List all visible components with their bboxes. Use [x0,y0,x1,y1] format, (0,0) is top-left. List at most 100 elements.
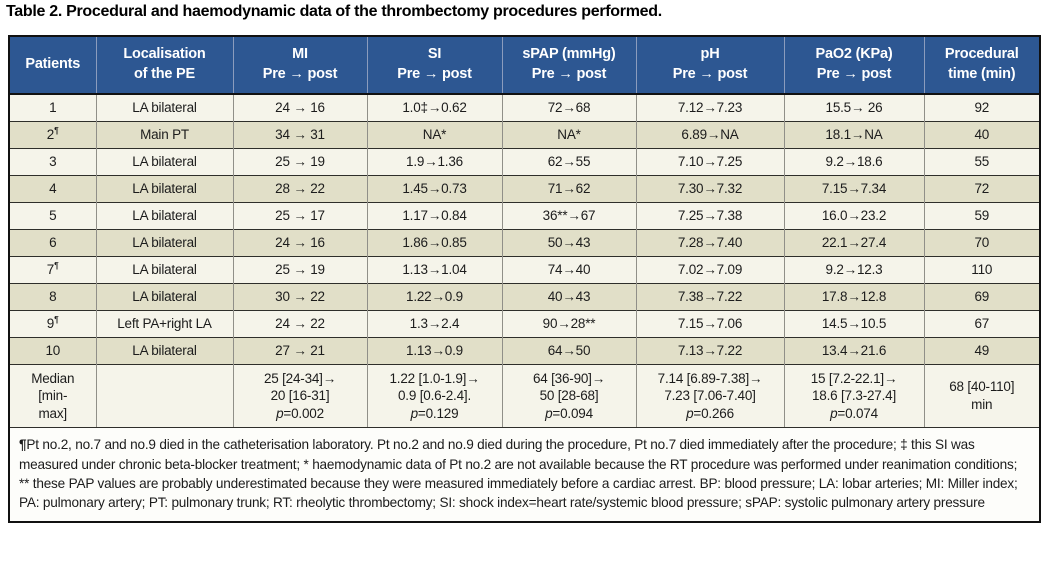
cell-time: 70 [924,228,1039,256]
table-row: 2¶ Main PT 34 → 31 NA* NA* 6.89→NA 18.1→… [10,120,1039,148]
table-row: 3 LA bilateral 25 → 19 1.9→1.36 62→55 7.… [10,147,1039,175]
cell-time: 40 [924,120,1039,148]
cell-si: 1.22→0.9 [367,282,503,310]
cell-si: 1.45→0.73 [367,174,503,202]
table-row: 8 LA bilateral 30 → 22 1.22→0.9 40→43 7.… [10,282,1039,310]
cell-mi: 25 → 17 [233,201,368,229]
patient-footnote-mark: ¶ [54,125,59,136]
cell-pao2: 15.5→ 26 [784,94,925,121]
cell-mi: 25 → 19 [233,255,368,283]
cell-ph: 7.15→7.06 [636,309,785,337]
cell-median-pao2: 15 [7.2-22.1]→ 18.6 [7.3-27.4] p=0.074 [784,363,925,428]
col-header-pao2: PaO2 (KPa) Pre → post [784,37,925,95]
cell-patient: 10 [10,336,97,364]
cell-localisation: LA bilateral [96,147,234,175]
table-row: 7¶ LA bilateral 25 → 19 1.13→1.04 74→40 … [10,255,1039,283]
header-row: Patients Localisation of the PE MI Pre → p… [10,37,1039,95]
cell-median-si: 1.22 [1.0-1.9]→ 0.9 [0.6-2.4]. p=0.129 [367,363,503,428]
cell-patient: 3 [10,147,97,175]
cell-ph: 6.89→NA [636,120,785,148]
col-header-spap: sPAP (mmHg) Pre → post [502,37,637,95]
table-row: 5 LA bilateral 25 → 17 1.17→0.84 36**→67… [10,201,1039,229]
cell-pao2: 18.1→NA [784,120,925,148]
cell-spap: 62→55 [502,147,637,175]
cell-pao2: 17.8→12.8 [784,282,925,310]
cell-pao2: 22.1→27.4 [784,228,925,256]
p-value: p=0.074 [830,405,878,421]
cell-localisation: Main PT [96,120,234,148]
table-row: 9¶ Left PA+right LA 24 → 22 1.3→2.4 90→2… [10,309,1039,337]
cell-patient: 1 [10,94,97,121]
cell-mi: 28 → 22 [233,174,368,202]
median-row: Median [min- max] 25 [24-34]→ 20 [16-31]… [10,363,1039,428]
cell-patient: 9¶ [10,309,97,337]
cell-time: 92 [924,94,1039,121]
table-body: 1 LA bilateral 24 → 16 1.0‡→0.62 72→68 7… [10,94,1039,428]
cell-ph: 7.10→7.25 [636,147,785,175]
footnote-marker: ¶ [19,437,27,453]
cell-time: 67 [924,309,1039,337]
patient-footnote-mark: ¶ [54,260,59,271]
cell-spap: NA* [502,120,637,148]
cell-mi: 27 → 21 [233,336,368,364]
cell-time: 72 [924,174,1039,202]
cell-spap: 74→40 [502,255,637,283]
cell-time: 110 [924,255,1039,283]
cell-si: 1.13→0.9 [367,336,503,364]
cell-pao2: 9.2→18.6 [784,147,925,175]
col-header-mi: MI Pre → post [233,37,368,95]
table-header: Patients Localisation of the PE MI Pre → p… [10,37,1039,95]
cell-si: 1.0‡→0.62 [367,94,503,121]
col-header-time: Procedural time (min) [924,37,1039,95]
cell-si: 1.86→0.85 [367,228,503,256]
cell-si: 1.9→1.36 [367,147,503,175]
cell-patient: 6 [10,228,97,256]
cell-pao2: 7.15→7.34 [784,174,925,202]
cell-median-mi: 25 [24-34]→ 20 [16-31] p=0.002 [233,363,368,428]
cell-localisation: Left PA+right LA [96,309,234,337]
cell-mi: 24 → 16 [233,94,368,121]
cell-spap: 40→43 [502,282,637,310]
cell-spap: 72→68 [502,94,637,121]
cell-si: NA* [367,120,503,148]
table-title: Table 2. Procedural and haemodynamic dat… [6,3,662,20]
cell-localisation: LA bilateral [96,228,234,256]
cell-median-ph: 7.14 [6.89-7.38]→ 7.23 [7.06-7.40] p=0.2… [636,363,785,428]
cell-time: 55 [924,147,1039,175]
table-row: 6 LA bilateral 24 → 16 1.86→0.85 50→43 7… [10,228,1039,256]
cell-median-label: Median [min- max] [10,363,97,428]
cell-mi: 24 → 22 [233,309,368,337]
cell-spap: 71→62 [502,174,637,202]
cell-ph: 7.13→7.22 [636,336,785,364]
cell-localisation: LA bilateral [96,201,234,229]
cell-patient: 8 [10,282,97,310]
cell-mi: 24 → 16 [233,228,368,256]
table-row: 4 LA bilateral 28 → 22 1.45→0.73 71→62 7… [10,174,1039,202]
table-footnote: ¶Pt no.2, no.7 and no.9 died in the cath… [10,427,1039,521]
cell-si: 1.13→1.04 [367,255,503,283]
cell-mi: 30 → 22 [233,282,368,310]
cell-spap: 50→43 [502,228,637,256]
table-frame: Patients Localisation of the PE MI Pre → p… [8,35,1041,523]
cell-pao2: 9.2→12.3 [784,255,925,283]
cell-pao2: 16.0→23.2 [784,201,925,229]
cell-time: 49 [924,336,1039,364]
data-table: Patients Localisation of the PE MI Pre → p… [10,37,1039,428]
footnote-text: Pt no.2, no.7 and no.9 died in the cathe… [19,437,1018,511]
cell-mi: 25 → 19 [233,147,368,175]
p-value: p=0.129 [410,405,459,421]
p-value: p=0.266 [686,405,734,421]
table-row: 10 LA bilateral 27 → 21 1.13→0.9 64→50 7… [10,336,1039,364]
cell-time: 69 [924,282,1039,310]
cell-pao2: 14.5→10.5 [784,309,925,337]
p-value: p=0.094 [545,405,593,421]
cell-ph: 7.28→7.40 [636,228,785,256]
cell-ph: 7.30→7.32 [636,174,785,202]
cell-localisation: LA bilateral [96,255,234,283]
cell-pao2: 13.4→21.6 [784,336,925,364]
cell-ph: 7.25→7.38 [636,201,785,229]
cell-median-localisation [96,363,234,428]
table-row: 1 LA bilateral 24 → 16 1.0‡→0.62 72→68 7… [10,94,1039,121]
cell-time: 59 [924,201,1039,229]
